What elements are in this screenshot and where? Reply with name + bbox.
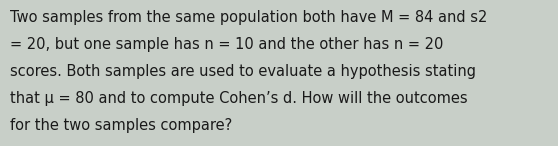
Text: Two samples from the same population both have M = 84 and s2: Two samples from the same population bot… <box>10 10 488 25</box>
Text: = 20, but one sample has n = 10 and the other has n = 20: = 20, but one sample has n = 10 and the … <box>10 37 444 52</box>
Text: that μ = 80 and to compute Cohen’s d. How will the outcomes: that μ = 80 and to compute Cohen’s d. Ho… <box>10 91 468 106</box>
Text: scores. Both samples are used to evaluate a hypothesis stating: scores. Both samples are used to evaluat… <box>10 64 476 79</box>
Text: for the two samples compare?: for the two samples compare? <box>10 118 232 133</box>
